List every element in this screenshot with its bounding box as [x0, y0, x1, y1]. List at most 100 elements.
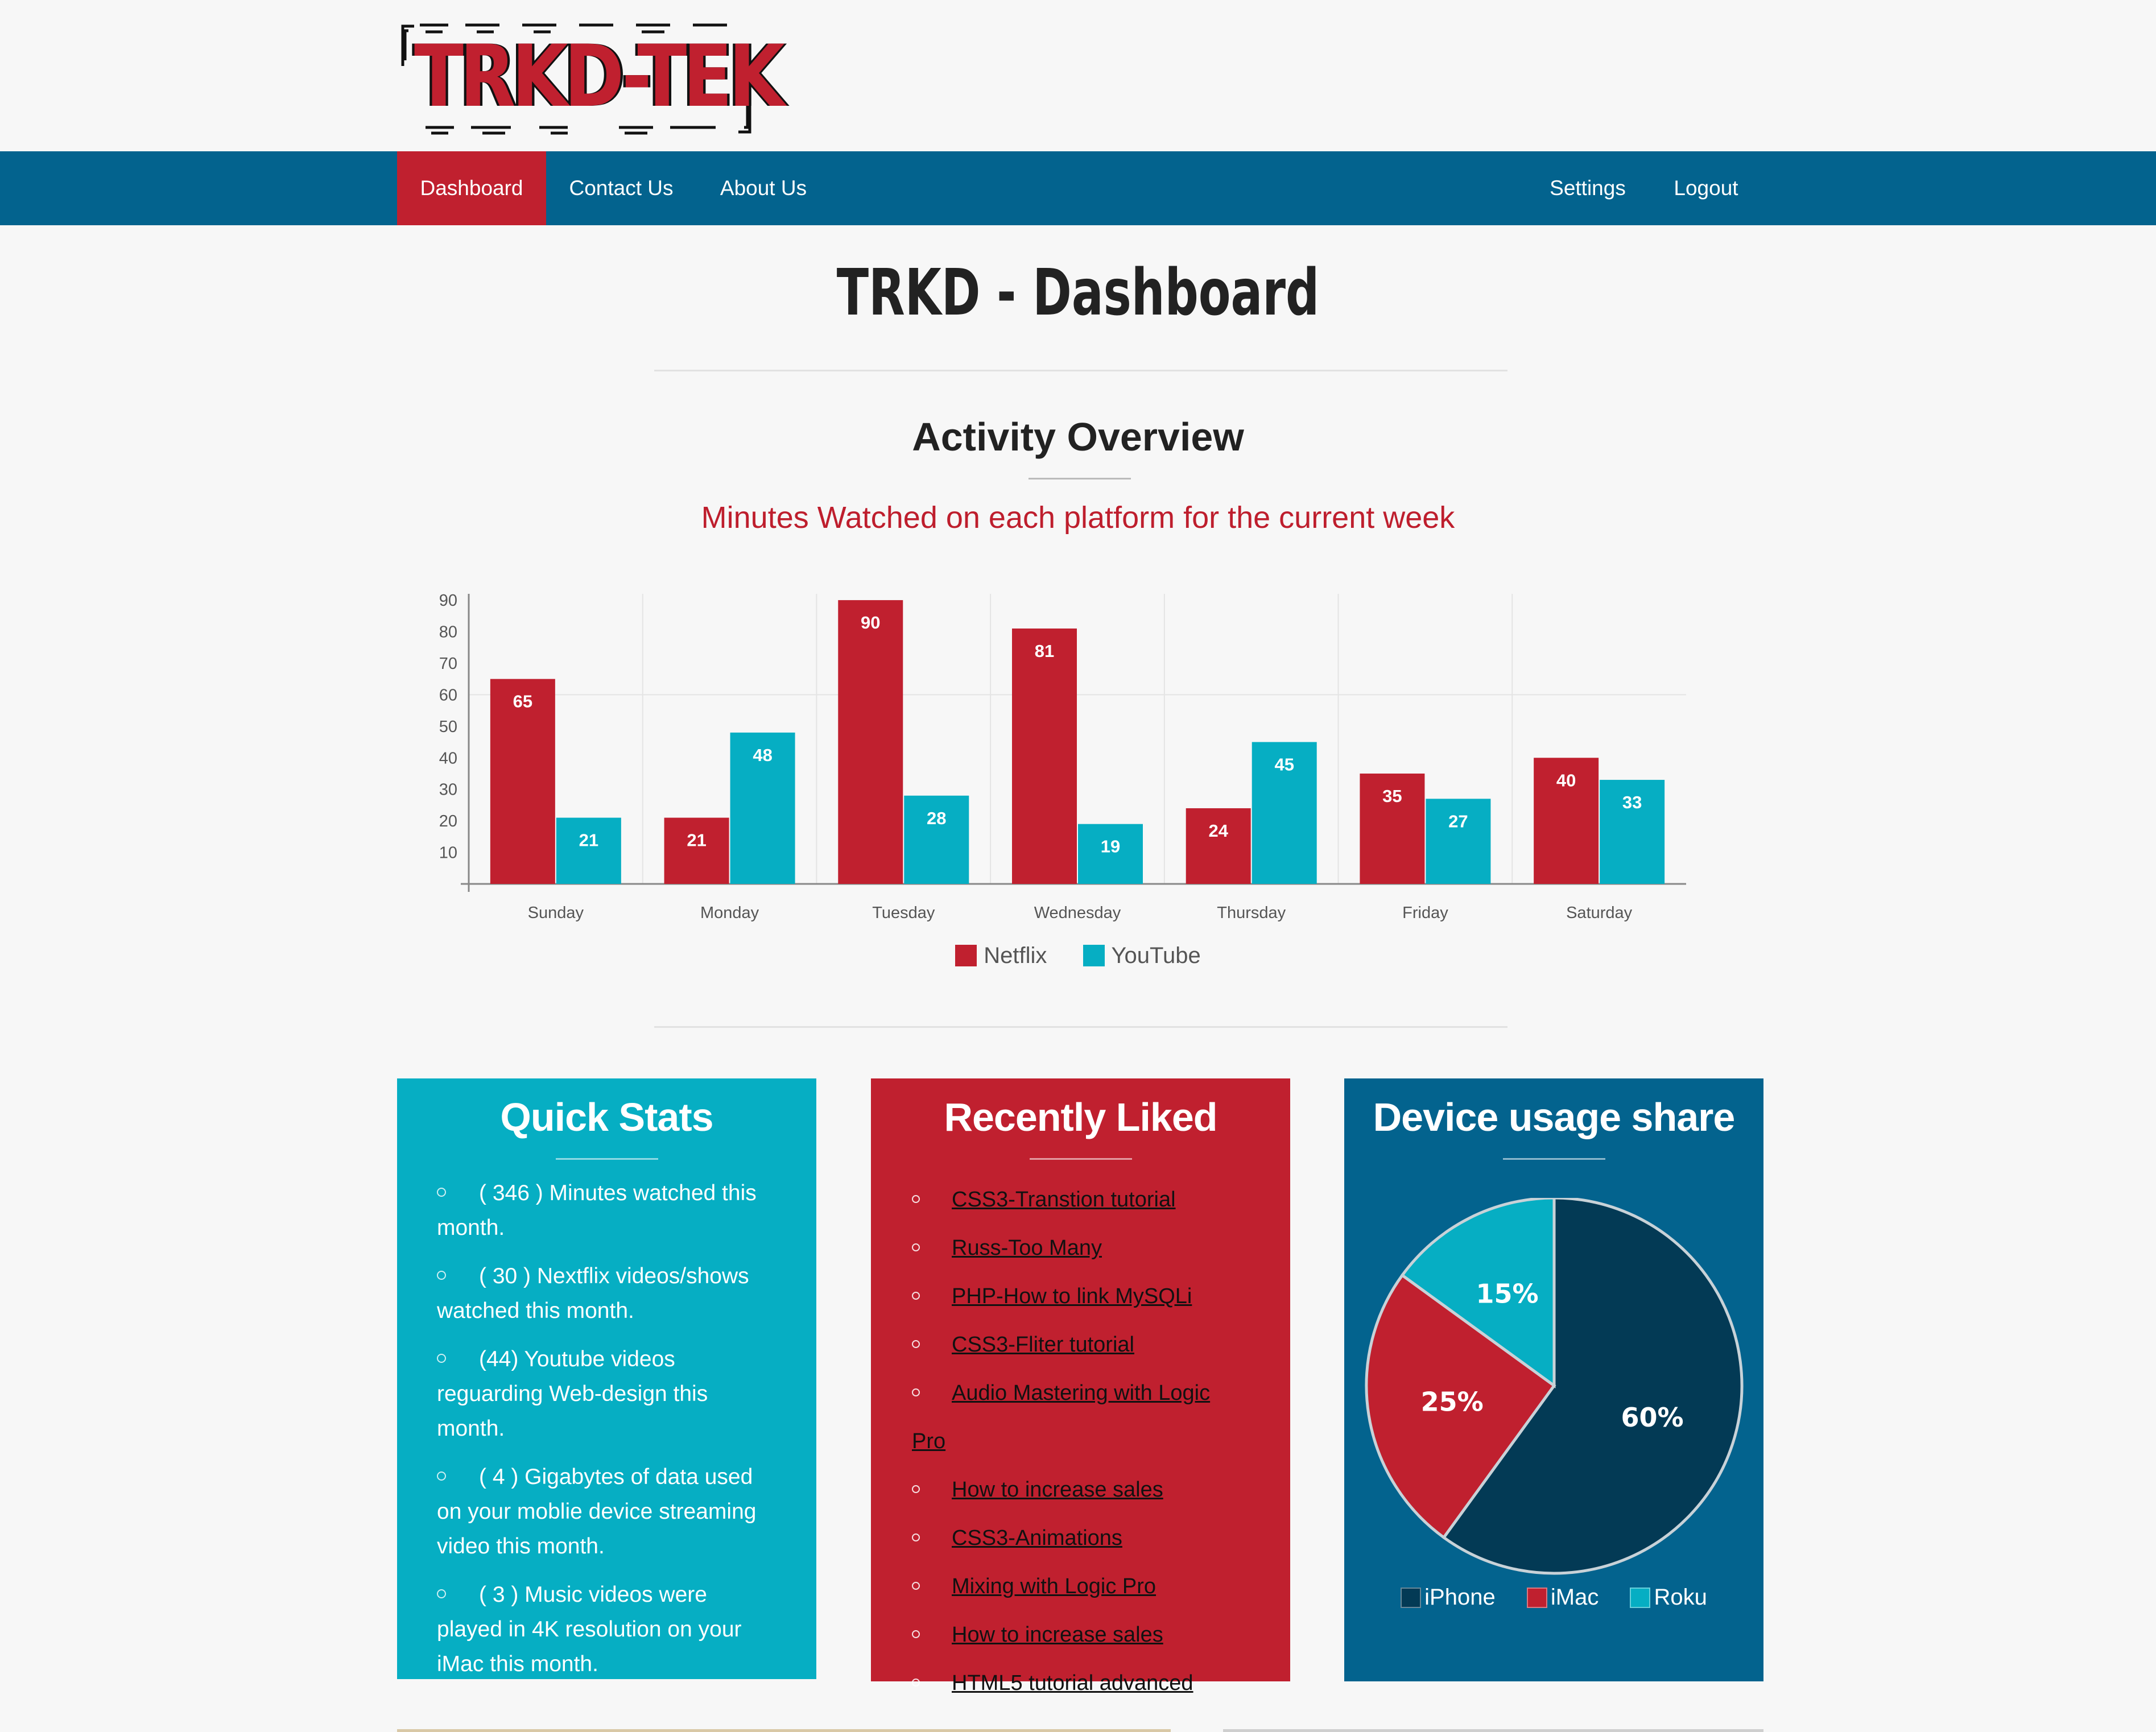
divider	[654, 370, 1507, 371]
recently-liked-card: Recently Liked CSS3-Transtion tutorial R…	[871, 1078, 1290, 1695]
circle-bullet-icon	[912, 1243, 920, 1251]
y-tick-label: 70	[439, 655, 457, 673]
liked-link[interactable]: Russ-Too Many	[952, 1236, 1102, 1260]
circle-bullet-icon	[437, 1354, 446, 1363]
bar-youtube	[1426, 799, 1491, 884]
bar-netflix	[490, 679, 555, 884]
liked-link[interactable]: How to increase sales	[952, 1478, 1163, 1502]
circle-bullet-icon	[437, 1188, 446, 1197]
bar-value-label: 65	[513, 692, 532, 712]
page-title: TRKD - Dashboard	[836, 256, 1320, 330]
stat-text: ( 346 ) Minutes watched this month.	[437, 1181, 757, 1240]
y-tick-label: 80	[439, 623, 457, 642]
bar-netflix	[664, 817, 729, 884]
bar-value-label: 33	[1622, 792, 1642, 812]
circle-bullet-icon	[437, 1589, 446, 1598]
next-card-edge	[1223, 1729, 1763, 1732]
quick-stats-list: ( 346 ) Minutes watched this month. ( 30…	[397, 1176, 816, 1681]
list-item: ( 346 ) Minutes watched this month.	[437, 1176, 777, 1245]
bar-value-label: 28	[927, 808, 946, 828]
legend-swatch-netflix	[955, 945, 977, 966]
circle-bullet-icon	[912, 1340, 920, 1348]
bar-value-label: 81	[1035, 641, 1054, 661]
nav-item-contact-us[interactable]: Contact Us	[569, 176, 674, 200]
card-rule	[555, 1158, 658, 1160]
liked-link[interactable]: HTML5 tutorial advanced	[952, 1671, 1193, 1695]
liked-link[interactable]: CSS3-Animations	[952, 1526, 1122, 1550]
legend-item-imac[interactable]: iMac	[1526, 1585, 1599, 1610]
bar-netflix	[1534, 758, 1599, 884]
bar-chart: 10 20 30 40 50 60 70 80 90 65 21 Sunday 21 48 Monday 90…	[439, 592, 1686, 922]
legend-label-imac: iMac	[1550, 1585, 1599, 1610]
legend-swatch-youtube	[1083, 945, 1105, 966]
bar-value-label: 21	[579, 830, 598, 850]
list-item: How to increase sales	[912, 1611, 1249, 1659]
pie-chart-area: 60% 25% 15%	[1344, 1196, 1763, 1596]
x-tick-label: Wednesday	[1034, 904, 1121, 922]
bar-value-label: 40	[1556, 770, 1576, 790]
bar-youtube	[556, 817, 621, 884]
y-tick-label: 50	[439, 718, 457, 736]
bar-youtube	[730, 732, 795, 884]
card-rule	[1502, 1158, 1605, 1160]
list-item: CSS3-Animations	[912, 1514, 1249, 1562]
stat-text: ( 30 ) Nextflix videos/shows watched thi…	[437, 1264, 749, 1323]
pie-slice-label: 60%	[1621, 1402, 1684, 1433]
circle-bullet-icon	[912, 1630, 920, 1638]
stat-text: (44) Youtube videos reguarding Web-desig…	[437, 1347, 708, 1441]
liked-link[interactable]: Mixing with Logic Pro	[952, 1574, 1157, 1598]
nav-item-about-us[interactable]: About Us	[720, 176, 807, 200]
pie-chart: 60% 25% 15%	[1365, 1196, 1744, 1575]
pie-slice-iphone	[1442, 1196, 1744, 1575]
bar-netflix	[838, 600, 903, 884]
y-tick-label: 40	[439, 749, 457, 767]
section-title: Activity Overview	[912, 415, 1244, 459]
liked-link[interactable]: PHP-How to link MySQLi	[952, 1284, 1192, 1308]
legend-label-youtube: YouTube	[1111, 943, 1201, 968]
y-tick-label: 10	[439, 844, 457, 862]
bar-value-label: 27	[1448, 811, 1468, 831]
nav-item-dashboard[interactable]: Dashboard	[397, 151, 546, 225]
list-item: CSS3-Fliter tutorial	[912, 1321, 1249, 1369]
bar-value-label: 19	[1101, 837, 1120, 857]
liked-link[interactable]: How to increase sales	[952, 1623, 1163, 1647]
legend-item-roku[interactable]: Roku	[1630, 1585, 1707, 1610]
circle-bullet-icon	[912, 1582, 920, 1590]
x-tick-label: Friday	[1402, 904, 1448, 922]
legend-item-iphone[interactable]: iPhone	[1401, 1585, 1496, 1610]
pie-slice-imac	[1365, 1273, 1556, 1540]
circle-bullet-icon	[912, 1533, 920, 1541]
brand-logo[interactable]: TRKD-TEK	[397, 20, 785, 138]
list-item: HTML5 tutorial advanced	[912, 1659, 1249, 1708]
legend-item-youtube[interactable]: YouTube	[1083, 943, 1201, 969]
bar-value-label: 48	[753, 745, 772, 765]
list-item: ( 30 ) Nextflix videos/shows watched thi…	[437, 1259, 777, 1328]
logo-frame-lines	[401, 23, 751, 135]
bar-netflix	[1360, 773, 1425, 884]
legend-label-netflix: Netflix	[984, 943, 1047, 968]
bar-youtube	[1252, 742, 1317, 884]
list-item: Mixing with Logic Pro	[912, 1562, 1249, 1611]
recently-liked-title: Recently Liked	[944, 1095, 1217, 1139]
liked-link[interactable]: CSS3-Fliter tutorial	[952, 1333, 1134, 1357]
section-rule	[1029, 478, 1131, 479]
legend-item-netflix[interactable]: Netflix	[955, 943, 1047, 969]
liked-link[interactable]: Audio Mastering with Logic Pro	[912, 1381, 1211, 1453]
divider	[654, 1026, 1507, 1028]
x-tick-label: Saturday	[1566, 904, 1633, 922]
x-tick-label: Thursday	[1217, 904, 1286, 922]
chart-subtitle: Minutes Watched on each platform for the…	[701, 501, 1455, 535]
nav-item-logout[interactable]: Logout	[1674, 176, 1738, 200]
device-usage-title: Device usage share	[1373, 1095, 1736, 1139]
list-item: Audio Mastering with Logic Pro	[912, 1369, 1249, 1466]
bar-value-label: 35	[1382, 786, 1402, 806]
y-tick-label: 60	[439, 686, 457, 704]
bar-youtube	[904, 795, 969, 884]
device-usage-card: Device usage share 60% 25% 15% iPhone iMac…	[1344, 1078, 1763, 1681]
legend-swatch-roku	[1630, 1588, 1651, 1608]
stat-text: ( 3 ) Music videos were played in 4K res…	[437, 1582, 742, 1676]
bar-youtube	[1600, 780, 1665, 884]
liked-link[interactable]: CSS3-Transtion tutorial	[952, 1188, 1176, 1212]
x-tick-label: Monday	[700, 904, 759, 922]
nav-item-settings[interactable]: Settings	[1550, 176, 1626, 200]
